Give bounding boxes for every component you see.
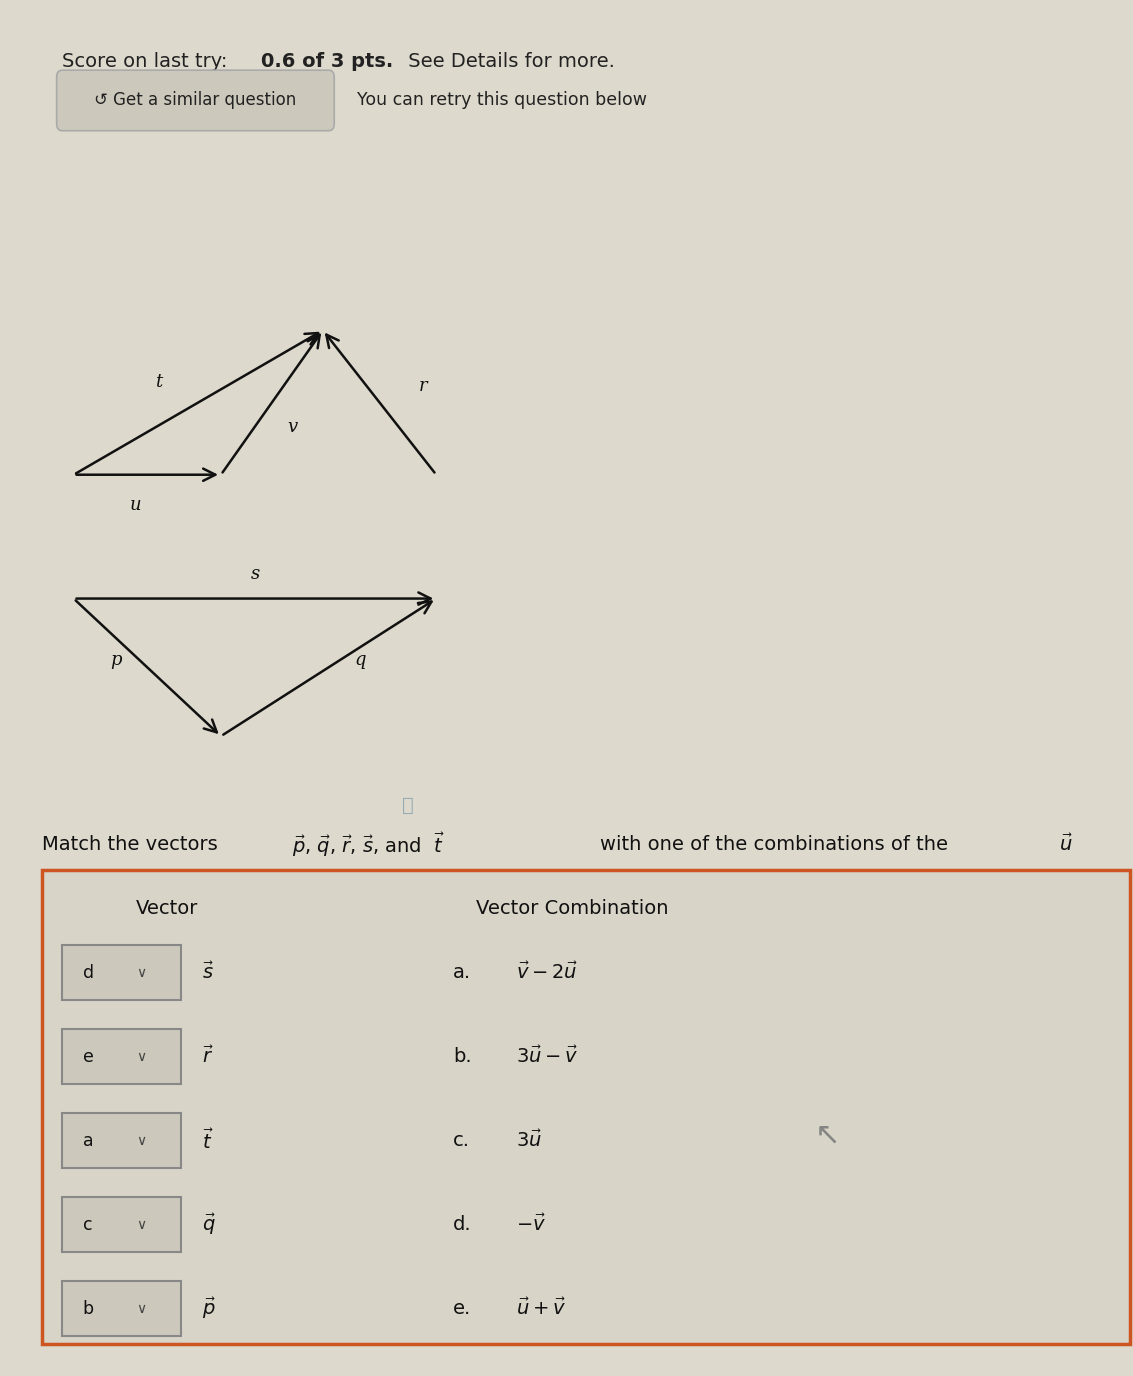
FancyBboxPatch shape — [62, 1029, 181, 1084]
Text: $\vec{q}$: $\vec{q}$ — [202, 1212, 215, 1237]
Text: $\vec{t}$: $\vec{t}$ — [202, 1128, 213, 1153]
Text: Match the vectors: Match the vectors — [42, 835, 224, 854]
Text: $3\vec{u}$: $3\vec{u}$ — [516, 1130, 542, 1152]
Text: e.: e. — [453, 1299, 471, 1318]
Text: a.: a. — [453, 963, 471, 982]
Text: $\vec{r}$: $\vec{r}$ — [202, 1046, 213, 1068]
Text: ∨: ∨ — [136, 1134, 146, 1148]
Text: Score on last try:: Score on last try: — [62, 52, 233, 72]
Text: b.: b. — [453, 1047, 471, 1066]
Text: d: d — [83, 963, 94, 982]
Text: ∨: ∨ — [136, 966, 146, 980]
Text: ∨: ∨ — [136, 1218, 146, 1232]
Text: $-\vec{v}$: $-\vec{v}$ — [516, 1214, 546, 1236]
Text: q: q — [355, 651, 366, 670]
Text: ∨: ∨ — [136, 1050, 146, 1064]
Text: $\vec{u} + \vec{v}$: $\vec{u} + \vec{v}$ — [516, 1298, 565, 1320]
Text: 🔍: 🔍 — [402, 795, 414, 815]
Text: See Details for more.: See Details for more. — [402, 52, 615, 72]
FancyBboxPatch shape — [62, 1281, 181, 1336]
Text: e: e — [83, 1047, 94, 1066]
Text: Vector Combination: Vector Combination — [476, 899, 668, 918]
Text: with one of the combinations of the: with one of the combinations of the — [600, 835, 961, 854]
Text: $\vec{s}$: $\vec{s}$ — [202, 962, 214, 984]
Text: ↖: ↖ — [815, 1120, 840, 1150]
FancyBboxPatch shape — [57, 70, 334, 131]
Text: c.: c. — [453, 1131, 470, 1150]
Text: You can retry this question below: You can retry this question below — [357, 91, 647, 110]
Text: d.: d. — [453, 1215, 471, 1234]
Text: u: u — [130, 495, 142, 515]
FancyBboxPatch shape — [62, 945, 181, 1000]
Text: $\vec{u}$: $\vec{u}$ — [1059, 834, 1073, 856]
Text: 0.6 of 3 pts.: 0.6 of 3 pts. — [261, 52, 393, 72]
Text: v: v — [288, 418, 297, 436]
Text: ∨: ∨ — [136, 1302, 146, 1315]
Text: $\vec{v} - 2\vec{u}$: $\vec{v} - 2\vec{u}$ — [516, 962, 577, 984]
Text: ↺ Get a similar question: ↺ Get a similar question — [94, 91, 297, 110]
Text: t: t — [155, 373, 162, 391]
Text: Vector: Vector — [136, 899, 198, 918]
Text: $\vec{p}$, $\vec{q}$, $\vec{r}$, $\vec{s}$, and  $\vec{t}$: $\vec{p}$, $\vec{q}$, $\vec{r}$, $\vec{s… — [292, 831, 445, 859]
Text: p: p — [110, 651, 121, 670]
FancyBboxPatch shape — [62, 1197, 181, 1252]
Text: s: s — [250, 564, 259, 583]
FancyBboxPatch shape — [62, 1113, 181, 1168]
Text: r: r — [418, 377, 427, 395]
FancyBboxPatch shape — [42, 870, 1130, 1344]
Text: c: c — [83, 1215, 92, 1234]
Text: $3\vec{u} - \vec{v}$: $3\vec{u} - \vec{v}$ — [516, 1046, 578, 1068]
Text: a: a — [83, 1131, 93, 1150]
Text: b: b — [83, 1299, 94, 1318]
Text: $\vec{p}$: $\vec{p}$ — [202, 1296, 215, 1321]
